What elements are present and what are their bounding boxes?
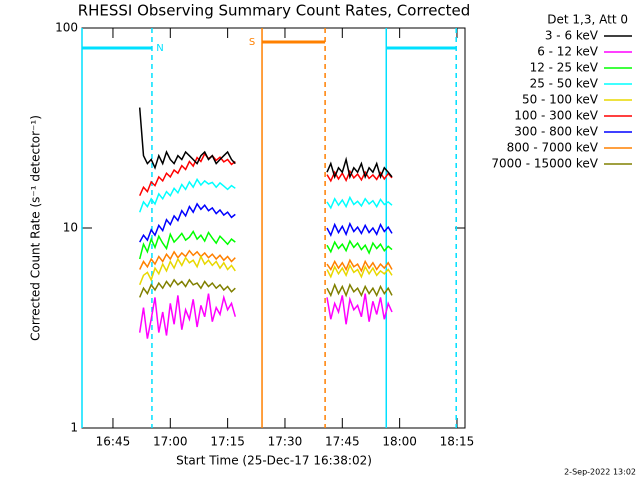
plot-frame	[81, 27, 466, 429]
legend-label: 3 - 6 keV	[545, 29, 599, 43]
legend-label: 800 - 7000 keV	[507, 141, 599, 155]
legend-label: 300 - 800 keV	[514, 125, 598, 139]
x-tick-label: 17:45	[325, 435, 360, 449]
interval-label: S	[249, 37, 255, 48]
y-tick-label: 1	[70, 421, 78, 435]
legend-label: 100 - 300 keV	[514, 109, 598, 123]
y-axis-label: Corrected Count Rate (s⁻¹ detector⁻¹)	[29, 115, 43, 341]
x-axis-label: Start Time (25-Dec-17 16:38:02)	[176, 454, 372, 468]
y-tick-label: 10	[63, 221, 78, 235]
chart-title: RHESSI Observing Summary Count Rates, Co…	[78, 2, 471, 20]
series-line	[138, 230, 393, 260]
x-tick-label: 18:15	[440, 435, 475, 449]
series-line	[138, 293, 393, 339]
x-tick-label: 16:45	[96, 435, 131, 449]
x-tick-label: 18:00	[382, 435, 417, 449]
legend-label: 12 - 25 keV	[530, 61, 599, 75]
series-line	[139, 249, 393, 273]
x-tick-label: 17:30	[268, 435, 303, 449]
legend-title: Det 1,3, Att 0	[547, 13, 628, 27]
legend-label: 6 - 12 keV	[537, 45, 599, 59]
y-tick-label: 100	[55, 21, 78, 35]
legend-label: 25 - 50 keV	[530, 77, 599, 91]
legend-label: 7000 - 15000 keV	[491, 157, 598, 171]
series-line	[139, 278, 393, 298]
interval-label: N	[156, 43, 163, 54]
series-line	[139, 202, 393, 243]
series-line	[139, 254, 393, 286]
legend-label: 50 - 100 keV	[522, 93, 599, 107]
footer-date: 2-Sep-2022 13:02	[564, 468, 636, 477]
series-line	[139, 152, 393, 197]
series-line	[138, 107, 393, 180]
series-line	[138, 177, 393, 213]
x-tick-label: 17:00	[153, 435, 188, 449]
x-tick-label: 17:15	[210, 435, 245, 449]
